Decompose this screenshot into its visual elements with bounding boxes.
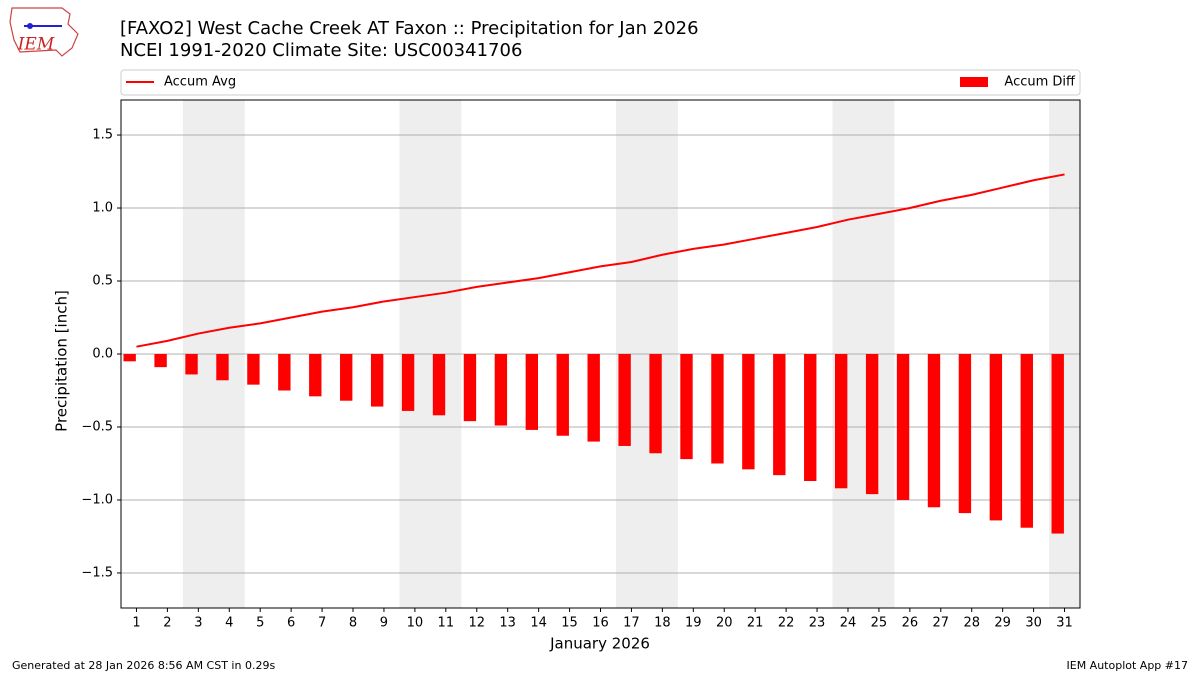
bar xyxy=(711,354,724,464)
x-tick-label: 16 xyxy=(592,616,609,631)
x-tick-label: 20 xyxy=(716,616,733,631)
y-tick-label: 0.0 xyxy=(92,347,113,362)
x-tick-label: 26 xyxy=(902,616,919,631)
bar xyxy=(958,354,972,514)
logo-outline xyxy=(9,7,79,57)
bar xyxy=(309,354,322,397)
plot-frame xyxy=(120,99,1081,609)
logo-text: IEM xyxy=(17,35,55,55)
x-tick-label: 30 xyxy=(1025,616,1042,631)
bar xyxy=(1051,354,1064,534)
bar xyxy=(401,354,415,411)
bar xyxy=(432,354,446,416)
x-tick-label: 9 xyxy=(380,616,388,631)
x-tick-label: 14 xyxy=(530,616,547,631)
bar xyxy=(680,354,693,460)
y-axis-label: Precipitation [inch] xyxy=(53,290,71,432)
bar xyxy=(556,354,569,436)
logo: IEM xyxy=(9,7,79,57)
bar xyxy=(216,354,229,381)
legend-label: Accum Avg xyxy=(164,75,236,90)
bar xyxy=(494,354,508,426)
bar xyxy=(896,354,910,500)
bar xyxy=(123,354,136,362)
bar xyxy=(989,354,1003,521)
y-tick-label: −1.0 xyxy=(81,492,113,507)
x-tick-label: 5 xyxy=(256,616,264,631)
x-tick-label: 18 xyxy=(654,616,671,631)
bar xyxy=(278,354,291,391)
bar xyxy=(834,354,848,489)
x-tick-label: 10 xyxy=(407,616,424,631)
x-tick-label: 6 xyxy=(287,616,295,631)
bar xyxy=(587,354,600,442)
bar xyxy=(370,354,384,407)
bar xyxy=(649,354,662,454)
y-tick-label: 0.5 xyxy=(92,274,113,289)
x-tick-label: 11 xyxy=(438,616,455,631)
legend-label: Accum Diff xyxy=(1004,75,1076,90)
bar xyxy=(247,354,260,385)
chart-subtitle: NCEI 1991-2020 Climate Site: USC00341706 xyxy=(120,40,522,61)
bar xyxy=(185,354,198,375)
bar xyxy=(525,354,539,430)
bar xyxy=(618,354,631,446)
bar xyxy=(927,354,941,508)
x-tick-label: 2 xyxy=(163,616,171,631)
x-tick-label: 4 xyxy=(225,616,233,631)
bar xyxy=(773,354,786,476)
x-tick-label: 12 xyxy=(468,616,485,631)
bar xyxy=(742,354,755,470)
x-axis-label: January 2026 xyxy=(549,635,650,653)
x-tick-label: 21 xyxy=(747,616,764,631)
bar xyxy=(865,354,879,495)
x-tick-label: 31 xyxy=(1056,616,1073,631)
x-tick-label: 1 xyxy=(132,616,140,631)
y-tick-label: −1.5 xyxy=(81,565,113,580)
legend-swatch xyxy=(960,77,988,87)
line xyxy=(136,173,1065,348)
x-tick-label: 7 xyxy=(318,616,326,631)
y-tick-label: 1.0 xyxy=(92,201,113,216)
bar xyxy=(463,354,477,422)
x-tick-label: 3 xyxy=(194,616,202,631)
footer-left: Generated at 28 Jan 2026 8:56 AM CST in … xyxy=(12,659,275,672)
x-tick-label: 25 xyxy=(871,616,888,631)
x-tick-label: 29 xyxy=(994,616,1011,631)
chart-title: [FAXO2] West Cache Creek AT Faxon :: Pre… xyxy=(120,18,699,39)
x-tick-label: 24 xyxy=(840,616,857,631)
bar xyxy=(804,354,817,481)
legend-box xyxy=(120,69,1081,96)
x-tick-label: 28 xyxy=(963,616,980,631)
y-tick-label: −0.5 xyxy=(81,419,113,434)
x-tick-label: 15 xyxy=(561,616,578,631)
logo-dot xyxy=(27,23,33,29)
bar xyxy=(1020,354,1033,528)
x-tick-label: 8 xyxy=(349,616,357,631)
x-tick-label: 22 xyxy=(778,616,795,631)
x-tick-label: 13 xyxy=(499,616,516,631)
footer-right: IEM Autoplot App #17 xyxy=(1067,659,1189,672)
x-tick-label: 23 xyxy=(809,616,826,631)
y-tick-label: 1.5 xyxy=(92,128,113,143)
bar xyxy=(340,354,353,401)
x-tick-label: 27 xyxy=(933,616,950,631)
bar xyxy=(154,354,167,368)
x-tick-label: 17 xyxy=(623,616,640,631)
x-tick-label: 19 xyxy=(685,616,702,631)
